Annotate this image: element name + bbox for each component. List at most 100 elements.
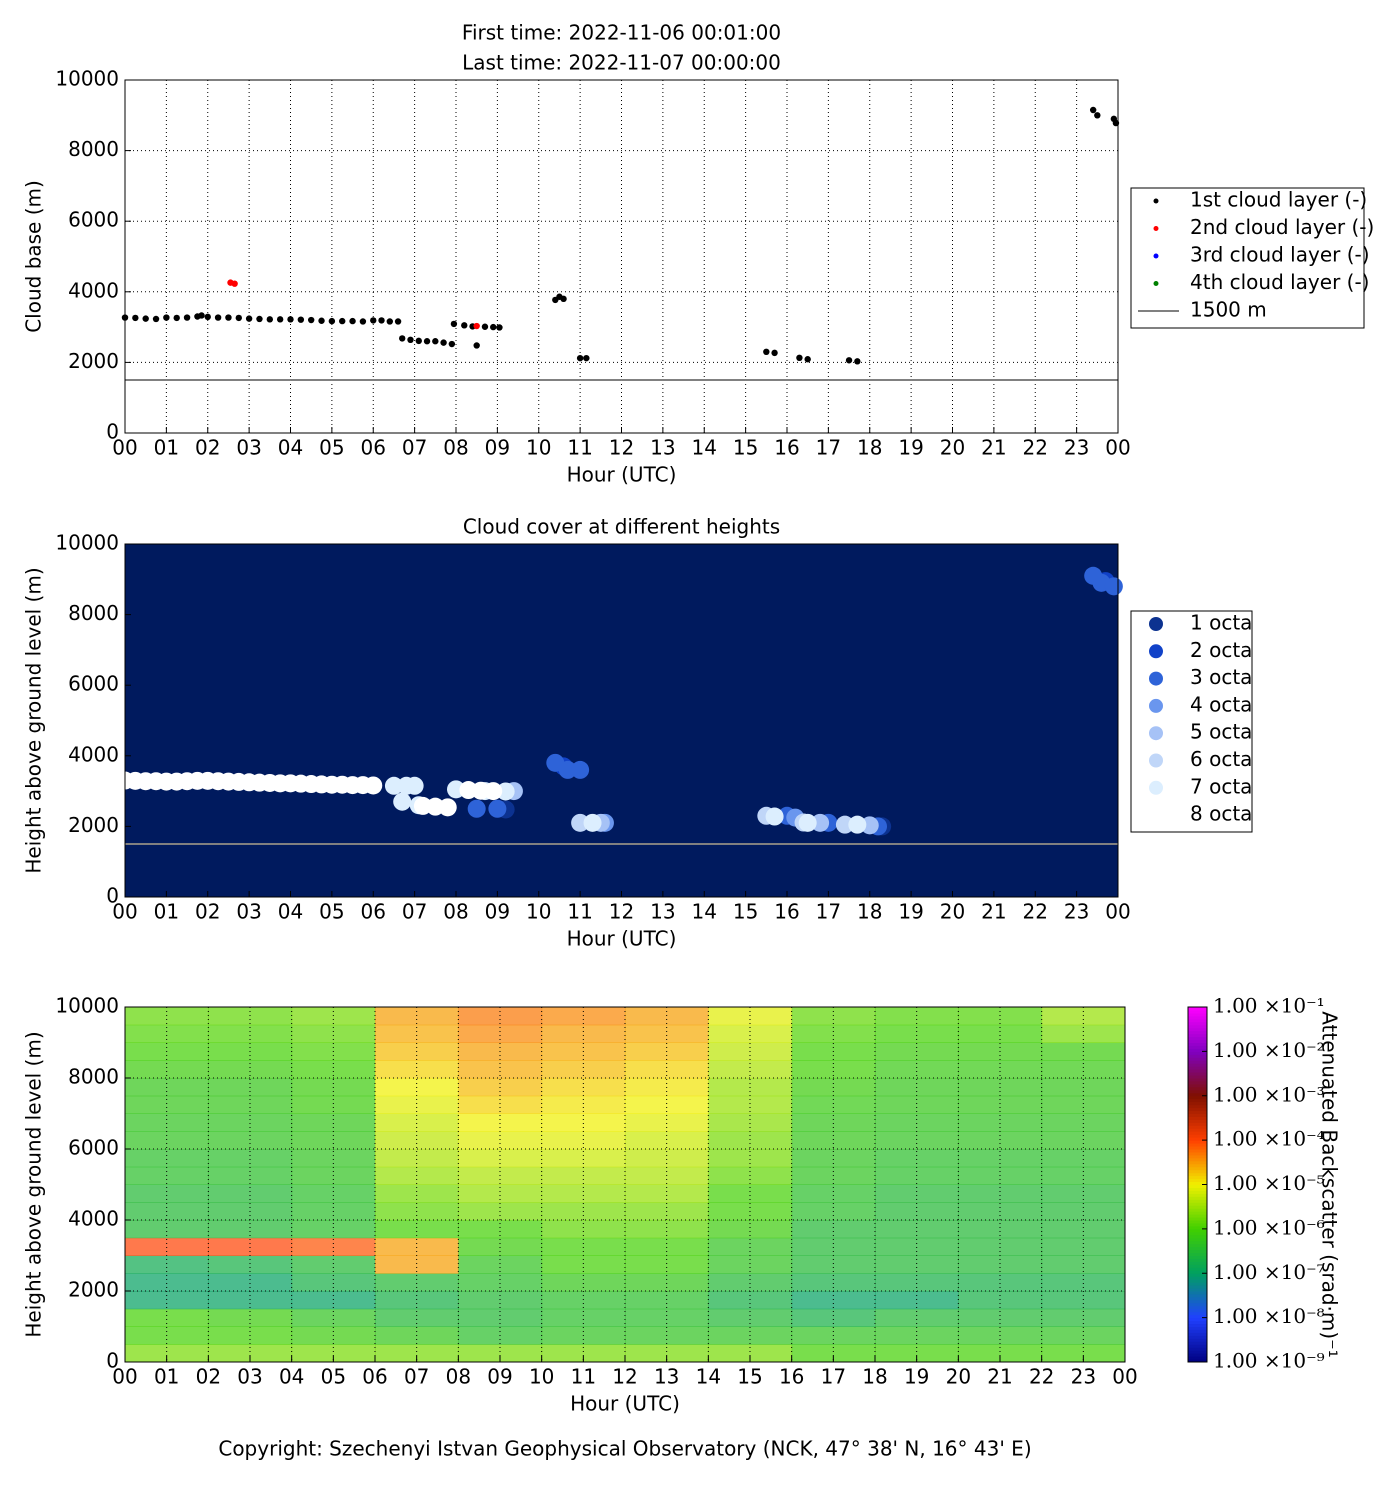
x-tick-label: 10	[529, 1365, 554, 1389]
colorbar-segment	[1188, 1350, 1207, 1354]
x-tick-label: 05	[319, 436, 344, 460]
colorbar-segment	[1188, 1356, 1207, 1360]
heatmap-cell	[791, 1024, 876, 1043]
data-point	[214, 314, 222, 321]
heatmap-cell	[708, 1308, 793, 1327]
data-point	[198, 312, 205, 319]
colorbar-segment	[1188, 1220, 1207, 1224]
heatmap-cell	[375, 1273, 459, 1292]
colorbar-segment	[1188, 1184, 1207, 1188]
colorbar-segment	[1188, 1249, 1207, 1254]
x-tick-label: 14	[696, 1365, 721, 1389]
heatmap-cell	[625, 1344, 709, 1363]
colorbar-segment	[1188, 1344, 1207, 1348]
data-point	[461, 322, 468, 329]
colorbar-segment	[1188, 1276, 1207, 1280]
colorbar-segment	[1188, 1143, 1207, 1147]
x-tick-label: 12	[609, 900, 634, 924]
data-point	[571, 813, 590, 832]
data-point	[583, 354, 590, 362]
colorbar-segment	[1188, 1080, 1207, 1085]
colorbar-segment	[1188, 1332, 1207, 1336]
x-tick-label: 21	[987, 1365, 1012, 1389]
x-tick-label: 02	[196, 1365, 221, 1389]
heatmap-cell	[875, 1095, 959, 1114]
colorbar-segment	[1188, 1308, 1207, 1313]
heatmap-cell	[458, 1237, 543, 1256]
heatmap-cell	[958, 1237, 1043, 1256]
heatmap-cell	[291, 1184, 376, 1203]
colorbar-segment	[1188, 1045, 1207, 1049]
heatmap-cell	[458, 1273, 543, 1292]
colorbar-tick-label: 1.00 ×10⁻⁴	[1213, 1127, 1325, 1151]
data-point	[583, 813, 602, 832]
heatmap-cell	[458, 1024, 543, 1043]
heatmap-cell	[625, 1060, 709, 1079]
x-tick-label: 08	[443, 900, 468, 924]
colorbar-segment	[1188, 1353, 1207, 1357]
colorbar-segment	[1188, 1157, 1207, 1162]
heatmap-cell	[375, 1007, 459, 1026]
data-point	[1089, 106, 1097, 114]
data-point	[558, 760, 577, 779]
heatmap-cell	[625, 1095, 709, 1114]
heatmap-cell	[791, 1237, 876, 1256]
heatmap-cell	[1041, 1113, 1126, 1132]
heatmap-cell	[375, 1131, 459, 1150]
x-tick-label: 14	[692, 900, 717, 924]
data-point	[231, 280, 238, 287]
colorbar-segment	[1188, 1302, 1207, 1307]
colorbar-segment	[1188, 1237, 1207, 1242]
x-tick-label: 23	[1071, 1365, 1096, 1389]
legend-marker	[1149, 753, 1163, 768]
heatmap-cell	[541, 1273, 626, 1292]
x-tick-label: 00	[1112, 1365, 1137, 1389]
heatmap-cell	[958, 1131, 1043, 1150]
colorbar-segment	[1188, 1225, 1207, 1230]
heatmap-cell	[708, 1060, 793, 1079]
x-tick-label: 08	[443, 436, 468, 460]
data-point	[423, 338, 431, 345]
colorbar-segment	[1188, 1110, 1207, 1114]
colorbar-segment	[1188, 1288, 1207, 1292]
x-tick-label: 13	[654, 1365, 679, 1389]
colorbar-segment	[1188, 1134, 1207, 1138]
heatmap-cell	[375, 1024, 459, 1043]
heatmap-cell	[208, 1113, 293, 1132]
heatmap-cell	[375, 1060, 459, 1079]
heatmap-cell	[708, 1007, 793, 1026]
x-tick-label: 18	[862, 1365, 887, 1389]
data-point	[349, 317, 356, 325]
x-tick-label: 04	[278, 436, 303, 460]
colorbar-segment	[1188, 1264, 1207, 1268]
x-tick-label: 06	[361, 900, 386, 924]
data-point	[256, 315, 263, 323]
x-tick-label: 19	[904, 1365, 929, 1389]
heatmap-cell	[625, 1007, 709, 1026]
data-point	[132, 314, 139, 322]
x-tick-label: 17	[821, 1365, 846, 1389]
data-point	[183, 314, 191, 321]
heatmap-cell	[791, 1007, 876, 1026]
colorbar-segment	[1188, 1341, 1207, 1345]
heatmap-cell	[125, 1113, 209, 1132]
heatmap-cell	[541, 1024, 626, 1043]
heatmap-cell	[458, 1291, 543, 1310]
data-point	[1094, 112, 1101, 119]
heatmap-cell	[875, 1255, 959, 1274]
heatmap-cell	[458, 1060, 543, 1079]
heatmap-cell	[1041, 1007, 1126, 1026]
heatmap-cell	[875, 1024, 959, 1043]
colorbar-segment	[1188, 1018, 1207, 1023]
colorbar-segment	[1188, 1030, 1207, 1035]
legend-marker	[1149, 671, 1163, 686]
legend-label: 7 octa	[1190, 774, 1252, 798]
heatmap-cell	[125, 1149, 209, 1168]
x-tick-label: 06	[361, 436, 386, 460]
data-point	[432, 338, 439, 345]
colorbar-segment	[1188, 1255, 1207, 1259]
legend-marker	[1153, 198, 1159, 204]
colorbar-segment	[1188, 1089, 1207, 1094]
data-point	[276, 316, 284, 323]
data-point	[359, 318, 367, 325]
